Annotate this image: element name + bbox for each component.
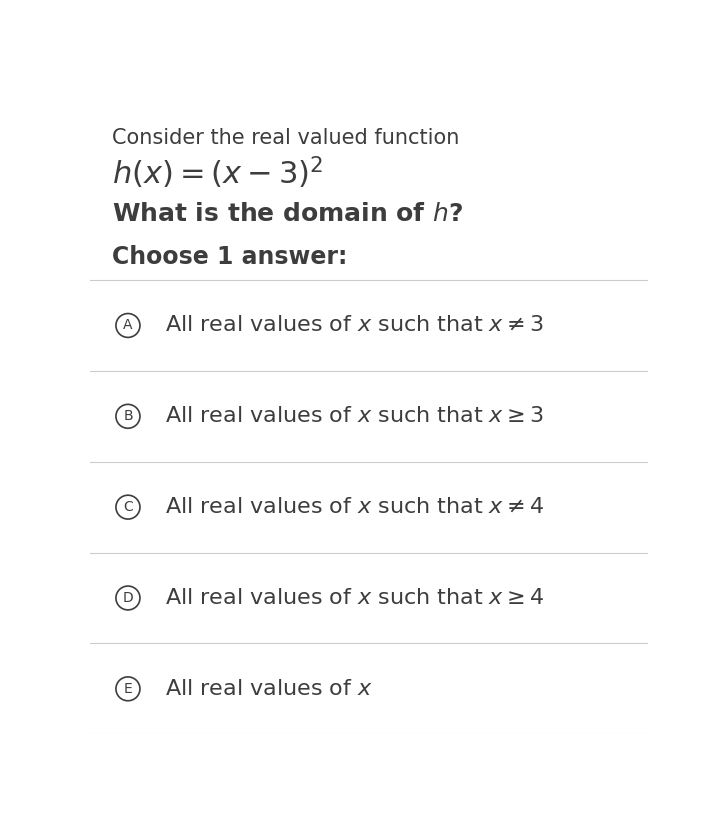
Text: $h(x) = (x - 3)^2$: $h(x) = (x - 3)^2$ xyxy=(112,155,323,191)
Text: What is the domain of $h$?: What is the domain of $h$? xyxy=(112,202,463,226)
Text: D: D xyxy=(122,591,133,605)
Text: All real values of $x$ such that $x \neq 4$: All real values of $x$ such that $x \neq… xyxy=(166,497,544,517)
Text: All real values of $x$ such that $x \geq 3$: All real values of $x$ such that $x \geq… xyxy=(166,406,544,427)
Text: B: B xyxy=(123,409,132,423)
Text: All real values of $x$ such that $x \geq 4$: All real values of $x$ such that $x \geq… xyxy=(166,588,544,608)
Text: C: C xyxy=(123,500,132,514)
Text: Choose 1 answer:: Choose 1 answer: xyxy=(112,245,348,269)
Text: Consider the real valued function: Consider the real valued function xyxy=(112,128,459,148)
Text: E: E xyxy=(124,681,132,695)
Text: A: A xyxy=(123,318,132,332)
Text: All real values of $x$: All real values of $x$ xyxy=(166,679,373,699)
Text: All real values of $x$ such that $x \neq 3$: All real values of $x$ such that $x \neq… xyxy=(166,315,544,336)
